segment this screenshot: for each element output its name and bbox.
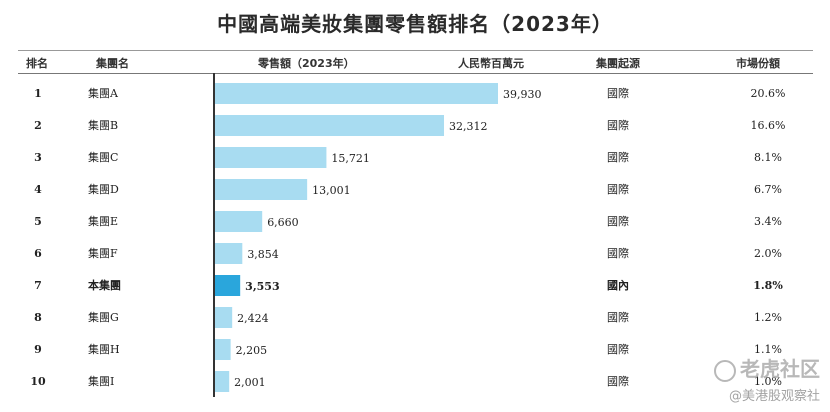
bar-7 (215, 275, 241, 296)
table-row: 1 集團A 國際 20.6% (18, 78, 813, 110)
rank-cell: 1 (34, 87, 42, 100)
bar-10 (215, 371, 230, 392)
origin-cell: 國際 (607, 311, 629, 324)
group-name-cell: 集團D (88, 183, 119, 196)
bar-9 (215, 339, 231, 360)
bar-value-label: 2,001 (234, 376, 265, 389)
bar-value-label: 15,721 (331, 152, 370, 165)
market-share-cell: 16.6% (750, 119, 786, 132)
group-name-cell: 集團G (88, 311, 119, 324)
bar-2 (215, 115, 445, 136)
table-row: 10 集團I 國際 1.0% (18, 366, 813, 398)
market-share-cell: 1.0% (754, 375, 782, 388)
bar-value-label: 3,854 (247, 248, 279, 261)
table-row: 3 集團C 國際 8.1% (18, 142, 813, 174)
bar-value-label: 3,553 (245, 280, 279, 293)
origin-cell: 國際 (607, 343, 629, 356)
origin-cell: 國內 (607, 279, 629, 292)
market-share-cell: 6.7% (754, 183, 782, 196)
bar-axis (213, 73, 215, 397)
table-header: 排名 集團名 零售額（2023年） 人民幣百萬元 集團起源 市場份額 (18, 50, 813, 74)
bar-value-label: 13,001 (312, 184, 351, 197)
market-share-cell: 2.0% (754, 247, 782, 260)
table-row: 8 集團G 國際 1.2% (18, 302, 813, 334)
origin-cell: 國際 (607, 183, 629, 196)
rank-cell: 8 (34, 311, 42, 324)
rank-cell: 3 (34, 151, 42, 164)
rank-cell: 5 (34, 215, 42, 228)
header-sales: 零售額（2023年） (258, 57, 355, 70)
bar-5 (215, 211, 263, 232)
table-row: 4 集團D 國際 6.7% (18, 174, 813, 206)
rank-cell: 9 (34, 343, 42, 356)
watermark-author: @美港股观察社 (728, 389, 820, 404)
header-rank: 排名 (26, 57, 48, 70)
rank-cell: 4 (34, 183, 42, 196)
header-unit: 人民幣百萬元 (458, 57, 524, 70)
rank-cell: 7 (34, 279, 42, 292)
bar-1 (215, 83, 498, 104)
bar-3 (215, 147, 327, 168)
market-share-cell: 20.6% (750, 87, 786, 100)
group-name-cell: 集團H (88, 343, 120, 356)
market-share-cell: 1.2% (754, 311, 782, 324)
header-share: 市場份額 (736, 57, 780, 70)
chart-title: 中國高端美妝集團零售額排名（2023年） (217, 12, 613, 36)
rank-cell: 2 (34, 119, 42, 132)
header-origin: 集團起源 (596, 57, 640, 70)
bar-value-label: 2,205 (236, 344, 268, 357)
origin-cell: 國際 (607, 87, 629, 100)
group-name-cell: 本集團 (88, 279, 121, 292)
table-row: 5 集團E 國際 3.4% (18, 206, 813, 238)
group-name-cell: 集團E (88, 215, 119, 228)
origin-cell: 國際 (607, 215, 629, 228)
origin-cell: 國際 (607, 151, 629, 164)
origin-cell: 國際 (607, 247, 629, 260)
origin-cell: 國際 (607, 375, 629, 388)
rank-cell: 10 (30, 375, 46, 388)
watermark-brand-text: 老虎社区 (740, 357, 820, 381)
market-share-cell: 3.4% (754, 215, 782, 228)
group-name-cell: 集團B (88, 119, 119, 132)
tiger-logo-icon (714, 359, 736, 382)
bar-value-label: 39,930 (503, 88, 542, 101)
market-share-cell: 8.1% (754, 151, 782, 164)
origin-cell: 國際 (607, 119, 629, 132)
group-name-cell: 集團F (88, 247, 118, 260)
group-name-cell: 集團A (88, 87, 118, 100)
market-share-cell: 1.8% (753, 279, 783, 292)
table-row: 9 集團H 國際 1.1% (18, 334, 813, 366)
bar-6 (215, 243, 243, 264)
table-row: 2 集團B 國際 16.6% (18, 110, 813, 142)
table-row: 6 集團F 國際 2.0% (18, 238, 813, 270)
bar-value-label: 2,424 (237, 312, 269, 325)
group-name-cell: 集團C (88, 151, 119, 164)
bar-value-label: 32,312 (449, 120, 488, 133)
market-share-cell: 1.1% (754, 343, 782, 356)
rank-cell: 6 (34, 247, 42, 260)
table-row: 7 本集團 國內 1.8% (18, 270, 813, 302)
bar-8 (215, 307, 233, 328)
group-name-cell: 集團I (88, 375, 115, 388)
header-group: 集團名 (96, 57, 129, 70)
watermark-brand: 老虎社区 (714, 353, 820, 382)
bar-4 (215, 179, 308, 200)
bar-value-label: 6,660 (267, 216, 299, 229)
